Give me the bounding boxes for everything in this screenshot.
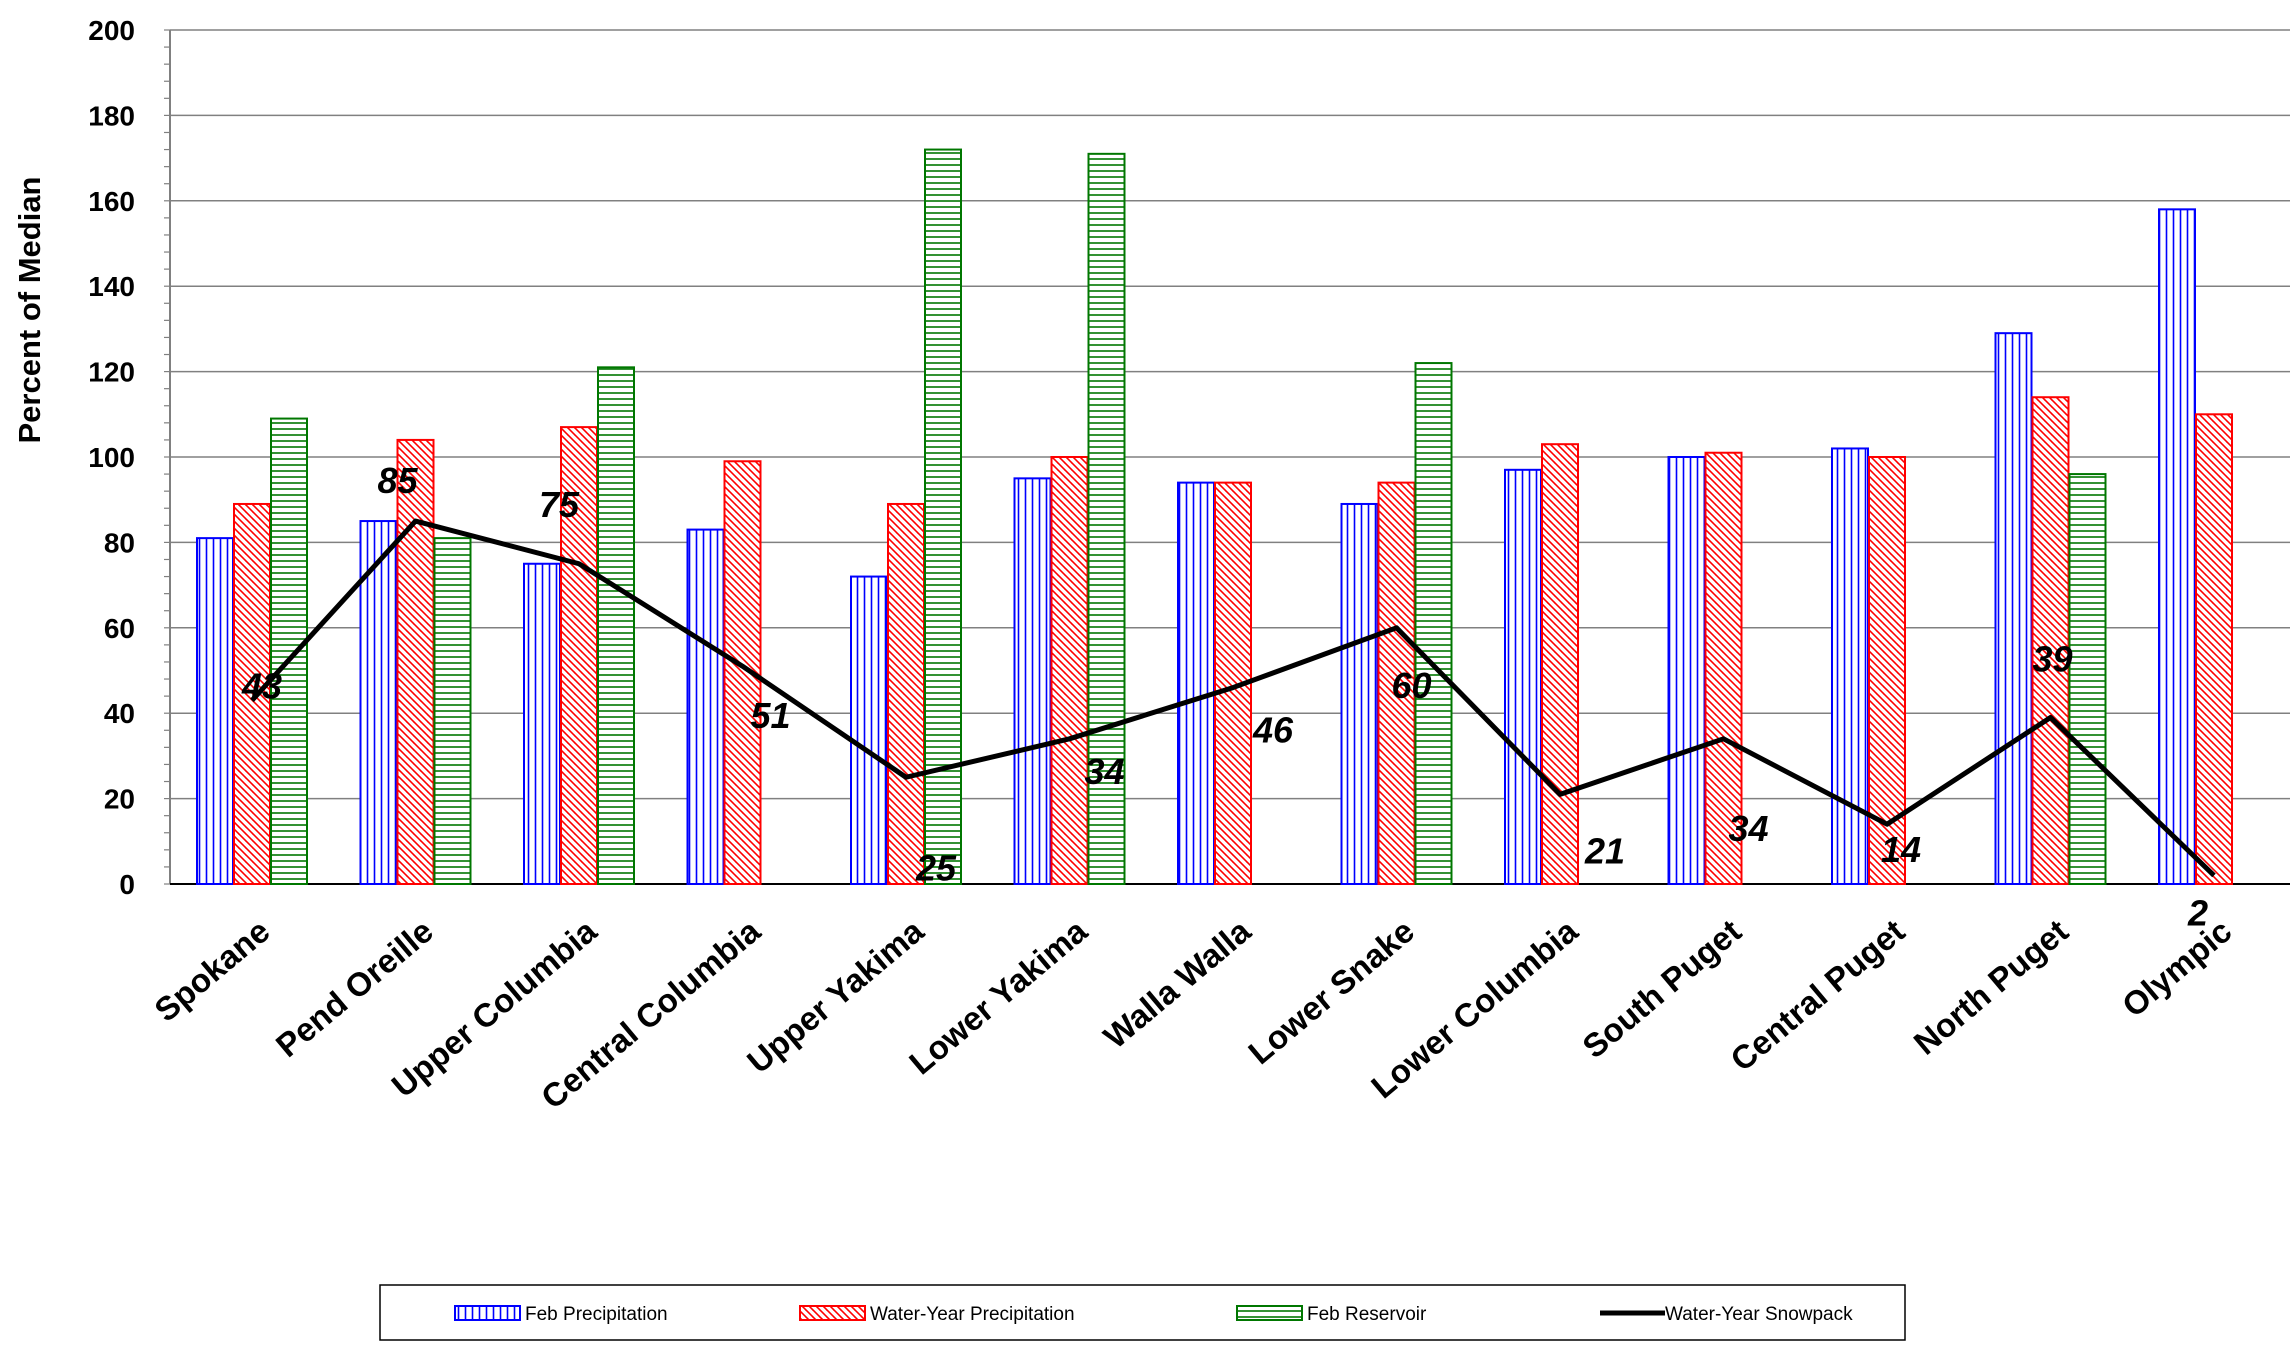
legend: Feb Precipitation Water-Year Precipitatio… — [380, 1285, 1905, 1340]
y-tick-label: 60 — [104, 613, 135, 644]
x-tick-label: Olympic — [2115, 912, 2239, 1024]
y-tick-label: 120 — [88, 357, 135, 388]
x-tick-label: Central Puget — [1723, 912, 1911, 1078]
y-tick-label: 80 — [104, 527, 135, 558]
data-label: 51 — [750, 695, 790, 736]
bar-feb-precipitation — [1505, 470, 1541, 884]
data-label: 25 — [915, 847, 957, 888]
bar-feb-precipitation — [1178, 483, 1214, 884]
y-tick-label: 0 — [119, 869, 135, 900]
data-label: 75 — [539, 484, 580, 525]
x-tick-label: North Puget — [1907, 912, 2075, 1062]
bar-feb-precipitation — [1996, 333, 2032, 884]
bar-water-year-precipitation — [1052, 457, 1088, 884]
x-tick-label: Lower Yakima — [902, 912, 1094, 1082]
bar-feb-reservoir — [2070, 474, 2106, 884]
bar-feb-precipitation — [2159, 209, 2195, 884]
data-label: 60 — [1391, 665, 1431, 706]
x-tick-label: Pend Oreille — [269, 912, 440, 1064]
bar-feb-precipitation — [851, 577, 887, 884]
y-tick-label: 180 — [88, 100, 135, 131]
bar-water-year-precipitation — [888, 504, 924, 884]
bar-water-year-precipitation — [1542, 444, 1578, 884]
bar-feb-reservoir — [598, 367, 634, 884]
x-tick-label: Upper Yakima — [740, 912, 931, 1081]
x-tick-label: Spokane — [147, 912, 276, 1029]
bar-feb-precipitation — [1832, 448, 1868, 884]
data-label: 14 — [1881, 829, 1921, 870]
y-tick-label: 160 — [88, 186, 135, 217]
legend-label: Feb Reservoir — [1307, 1304, 1427, 1325]
x-tick-label: Walla Walla — [1097, 912, 1258, 1056]
data-label: 21 — [1584, 830, 1625, 871]
bar-feb-precipitation — [688, 530, 724, 884]
data-label: 43 — [241, 665, 282, 706]
bar-feb-precipitation — [1669, 457, 1705, 884]
y-tick-label: 100 — [88, 442, 135, 473]
legend-swatch — [1237, 1306, 1302, 1320]
x-tick-label: Lower Snake — [1241, 912, 1421, 1071]
legend-label: Water-Year Precipitation — [870, 1304, 1075, 1325]
data-label: 34 — [1084, 751, 1124, 792]
y-tick-label: 200 — [88, 15, 135, 46]
bar-water-year-precipitation — [2196, 414, 2232, 884]
legend-label: Water-Year Snowpack — [1665, 1304, 1853, 1325]
data-label: 85 — [377, 460, 418, 501]
bar-water-year-precipitation — [398, 440, 434, 884]
y-tick-label: 40 — [104, 698, 135, 729]
bar-feb-precipitation — [197, 538, 233, 884]
bar-feb-precipitation — [524, 564, 560, 884]
bar-feb-precipitation — [1015, 478, 1051, 884]
y-tick-label: 140 — [88, 271, 135, 302]
data-label: 39 — [2032, 638, 2072, 679]
bar-feb-reservoir — [271, 419, 307, 884]
bar-feb-precipitation — [1342, 504, 1378, 884]
legend-swatch — [455, 1306, 520, 1320]
y-tick-label: 20 — [104, 784, 135, 815]
data-label: 34 — [1728, 808, 1768, 849]
y-axis-title: Percent of Median — [12, 177, 47, 444]
bars — [197, 150, 2232, 884]
legend-swatch — [800, 1306, 865, 1320]
legend-label: Feb Precipitation — [525, 1304, 668, 1325]
data-label: 46 — [1252, 710, 1294, 751]
bar-feb-reservoir — [1416, 363, 1452, 884]
bar-feb-reservoir — [435, 538, 471, 884]
x-tick-label: South Puget — [1575, 912, 1748, 1065]
